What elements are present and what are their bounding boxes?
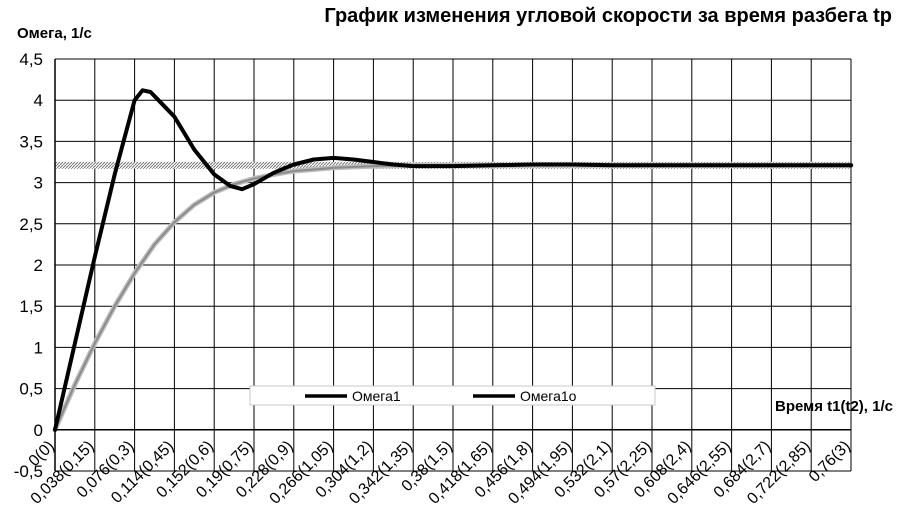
y-tick-labels: -0,5 0 0,5 1 1,5 2 2,5 3 3,5 4 4,5 — [14, 50, 43, 481]
y-tick-label: -0,5 — [14, 462, 43, 481]
legend: Омега1 Омега1о — [249, 385, 656, 406]
x-axis-title: Время t1(t2), 1/с — [775, 398, 893, 415]
y-tick-label: 4 — [34, 91, 43, 110]
x-tick-label: 0,76(3) — [806, 438, 854, 486]
y-tick-label: 3,5 — [19, 132, 43, 151]
legend-label-omega1: Омега1 — [352, 388, 401, 404]
y-axis-title: Омега, 1/с — [17, 25, 92, 42]
chart-title: График изменения угловой скорости за вре… — [324, 5, 892, 27]
y-tick-label: 4,5 — [19, 50, 43, 69]
y-tick-label: 2 — [34, 256, 43, 275]
y-tick-label: 1 — [34, 338, 43, 357]
legend-box — [249, 385, 656, 406]
legend-label-omega1o: Омега1о — [520, 388, 577, 404]
axes — [54, 58, 852, 471]
y-tick-label: 2,5 — [19, 215, 43, 234]
y-tick-label: 0,5 — [19, 380, 43, 399]
y-tick-label: 3 — [34, 174, 43, 193]
series-lines — [52, 88, 854, 433]
y-tick-label: 0 — [34, 421, 43, 440]
y-tick-label: 1,5 — [19, 297, 43, 316]
grid — [55, 58, 852, 472]
series-line-omega1 — [53, 88, 853, 432]
x-tick-labels: 0(0)0,038(0,15)0,076(0,3)0,114(0,45)0,15… — [26, 438, 854, 508]
